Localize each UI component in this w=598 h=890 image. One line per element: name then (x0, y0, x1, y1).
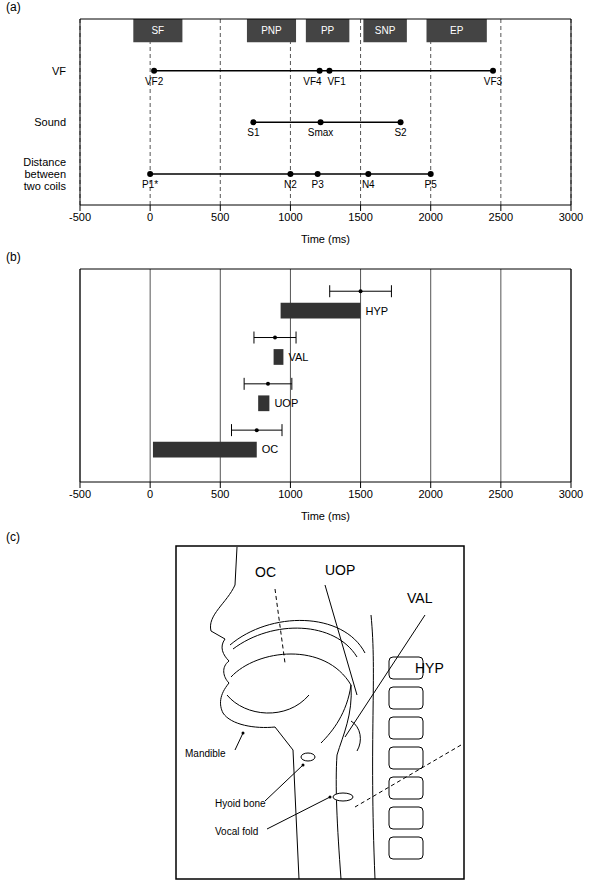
svg-text:PP: PP (321, 25, 335, 36)
svg-text:Vocal fold: Vocal fold (215, 826, 258, 837)
svg-text:Time (ms): Time (ms) (301, 233, 350, 245)
svg-text:2000: 2000 (418, 488, 442, 500)
svg-text:Sound: Sound (34, 116, 66, 128)
svg-text:1500: 1500 (348, 211, 372, 223)
svg-text:N2: N2 (284, 179, 297, 190)
svg-text:VF: VF (52, 65, 66, 77)
svg-text:Time (ms): Time (ms) (301, 510, 350, 522)
svg-text:Hyoid bone: Hyoid bone (215, 798, 266, 809)
svg-text:SF: SF (151, 25, 164, 36)
svg-text:P3: P3 (312, 179, 325, 190)
svg-text:VAL: VAL (407, 590, 433, 606)
svg-text:S2: S2 (394, 127, 407, 138)
svg-text:500: 500 (211, 488, 229, 500)
svg-text:N4: N4 (362, 179, 375, 190)
svg-text:HYP: HYP (415, 660, 444, 676)
svg-text:EP: EP (450, 25, 464, 36)
html-text:(c): (c) (6, 530, 20, 544)
svg-text:2000: 2000 (418, 211, 442, 223)
svg-text:1000: 1000 (278, 211, 302, 223)
svg-text:-500: -500 (69, 211, 91, 223)
svg-text:Smax: Smax (308, 127, 334, 138)
svg-text:3000: 3000 (559, 211, 583, 223)
svg-text:VF3: VF3 (484, 76, 503, 87)
svg-text:UOP: UOP (274, 397, 298, 409)
svg-text:1500: 1500 (348, 488, 372, 500)
svg-text:Distancebetweentwo coils: Distancebetweentwo coils (23, 156, 66, 192)
svg-text:500: 500 (211, 211, 229, 223)
svg-text:OC: OC (262, 443, 279, 455)
html-text:(a): (a) (6, 0, 21, 14)
svg-text:SNP: SNP (375, 25, 396, 36)
svg-text:OC: OC (255, 564, 276, 580)
svg-text:HYP: HYP (366, 305, 389, 317)
svg-text:-500: -500 (69, 488, 91, 500)
svg-text:P5: P5 (425, 179, 438, 190)
svg-text:Mandible: Mandible (185, 748, 226, 759)
svg-text:2500: 2500 (489, 488, 513, 500)
svg-text:VF1: VF1 (327, 76, 346, 87)
svg-text:PNP: PNP (261, 25, 282, 36)
svg-text:VAL: VAL (288, 351, 308, 363)
svg-text:S1: S1 (247, 127, 260, 138)
svg-text:UOP: UOP (325, 562, 355, 578)
html-text:(b): (b) (6, 250, 21, 264)
svg-text:0: 0 (147, 488, 153, 500)
svg-text:1000: 1000 (278, 488, 302, 500)
svg-text:3000: 3000 (559, 488, 583, 500)
svg-text:VF4: VF4 (303, 76, 322, 87)
svg-text:VF2: VF2 (145, 76, 164, 87)
svg-text:0: 0 (147, 211, 153, 223)
svg-text:P1*: P1* (142, 179, 158, 190)
svg-text:2500: 2500 (489, 211, 513, 223)
